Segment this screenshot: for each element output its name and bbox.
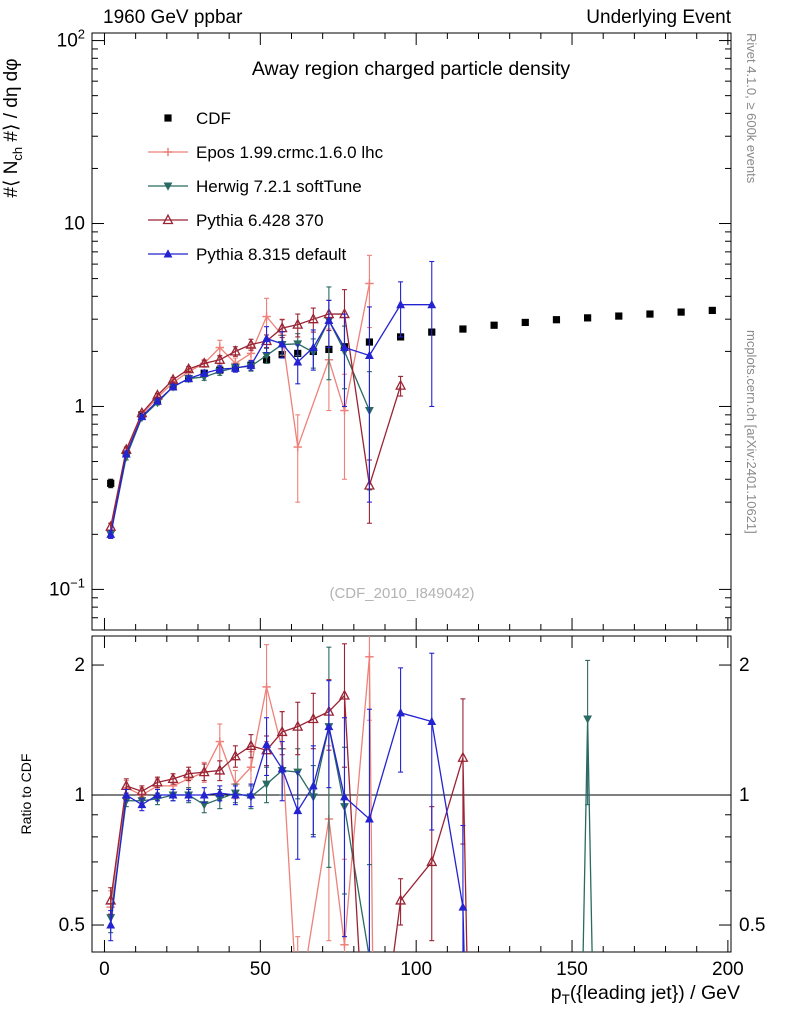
- svg-text:0.5: 0.5: [59, 915, 85, 936]
- legend: CDF Epos 1.99.crmc.1.6.0 lhc Herwig 7.2.1 …: [148, 109, 384, 264]
- y-axis-title: #⟨ Nch #⟩ / dη dφ: [1, 58, 25, 197]
- legend-item-pythia-6-428-370: Pythia 6.428 370: [148, 211, 324, 230]
- svg-text:1: 1: [739, 785, 750, 806]
- tick-labels: 10−1 1 10 102 0.5 0.5 1 1 2 2 0 50 100 150 200: [49, 27, 765, 980]
- series-main-cdf: [107, 306, 716, 489]
- mcplots-attribution-label: mcplots.cern.ch [arXiv:2401.10621]: [744, 330, 759, 534]
- svg-text:102: 102: [57, 27, 85, 52]
- svg-text:100: 100: [400, 959, 432, 980]
- legend-item-epos-1-99-crmc-1-6-0-lhc: Epos 1.99.crmc.1.6.0 lhc: [148, 143, 384, 162]
- svg-text:50: 50: [250, 959, 271, 980]
- svg-text:0.5: 0.5: [739, 915, 765, 936]
- legend-item-pythia-8-315-default: Pythia 8.315 default: [148, 245, 347, 264]
- series-main-epos-1-99-crmc-1-6-0-lhc: [106, 254, 374, 539]
- svg-text:200: 200: [712, 959, 744, 980]
- svg-text:10: 10: [64, 214, 85, 235]
- legend-label-epos-1-99-crmc-1-6-0-lhc: Epos 1.99.crmc.1.6.0 lhc: [196, 143, 384, 162]
- legend-item-herwig-7-2-1-softtune: Herwig 7.2.1 softTune: [148, 177, 362, 196]
- chart-title: Away region charged particle density: [252, 58, 571, 80]
- legend-label-pythia-6-428-370: Pythia 6.428 370: [196, 211, 324, 230]
- series-ratio-pythia-8-315-default: [106, 652, 468, 952]
- svg-text:150: 150: [556, 959, 588, 980]
- observable-group-label: Underlying Event: [586, 7, 731, 28]
- series-main-herwig-7-2-1-softtune: [106, 286, 374, 540]
- svg-text:10−1: 10−1: [49, 575, 85, 600]
- watermark-label: (CDF_2010_I849042): [329, 585, 474, 602]
- svg-text:1: 1: [74, 396, 85, 417]
- beam-energy-label: 1960 GeV ppbar: [103, 7, 243, 28]
- svg-text:1: 1: [74, 785, 85, 806]
- legend-label-cdf: CDF: [196, 109, 231, 128]
- svg-text:2: 2: [74, 655, 85, 676]
- legend-label-herwig-7-2-1-softtune: Herwig 7.2.1 softTune: [196, 177, 362, 196]
- x-axis-title: pT({leading jet}) / GeV: [551, 982, 740, 1007]
- series-main-pythia-8-315-default: [106, 260, 437, 539]
- series-main-pythia-6-428-370: [105, 289, 407, 532]
- axes: [91, 32, 732, 953]
- series-ratio-epos-1-99-crmc-1-6-0-lhc: [106, 636, 374, 952]
- svg-text:0: 0: [99, 959, 110, 980]
- ratio-axis-title: Ratio to CDF: [18, 754, 34, 835]
- legend-item-cdf: CDF: [164, 109, 231, 128]
- legend-label-pythia-8-315-default: Pythia 8.315 default: [196, 245, 347, 264]
- svg-text:2: 2: [739, 655, 750, 676]
- series-ratio-herwig-7-2-1-softtune: [106, 646, 593, 952]
- rivet-version-label: Rivet 4.1.0, ≥ 600k events: [744, 33, 759, 184]
